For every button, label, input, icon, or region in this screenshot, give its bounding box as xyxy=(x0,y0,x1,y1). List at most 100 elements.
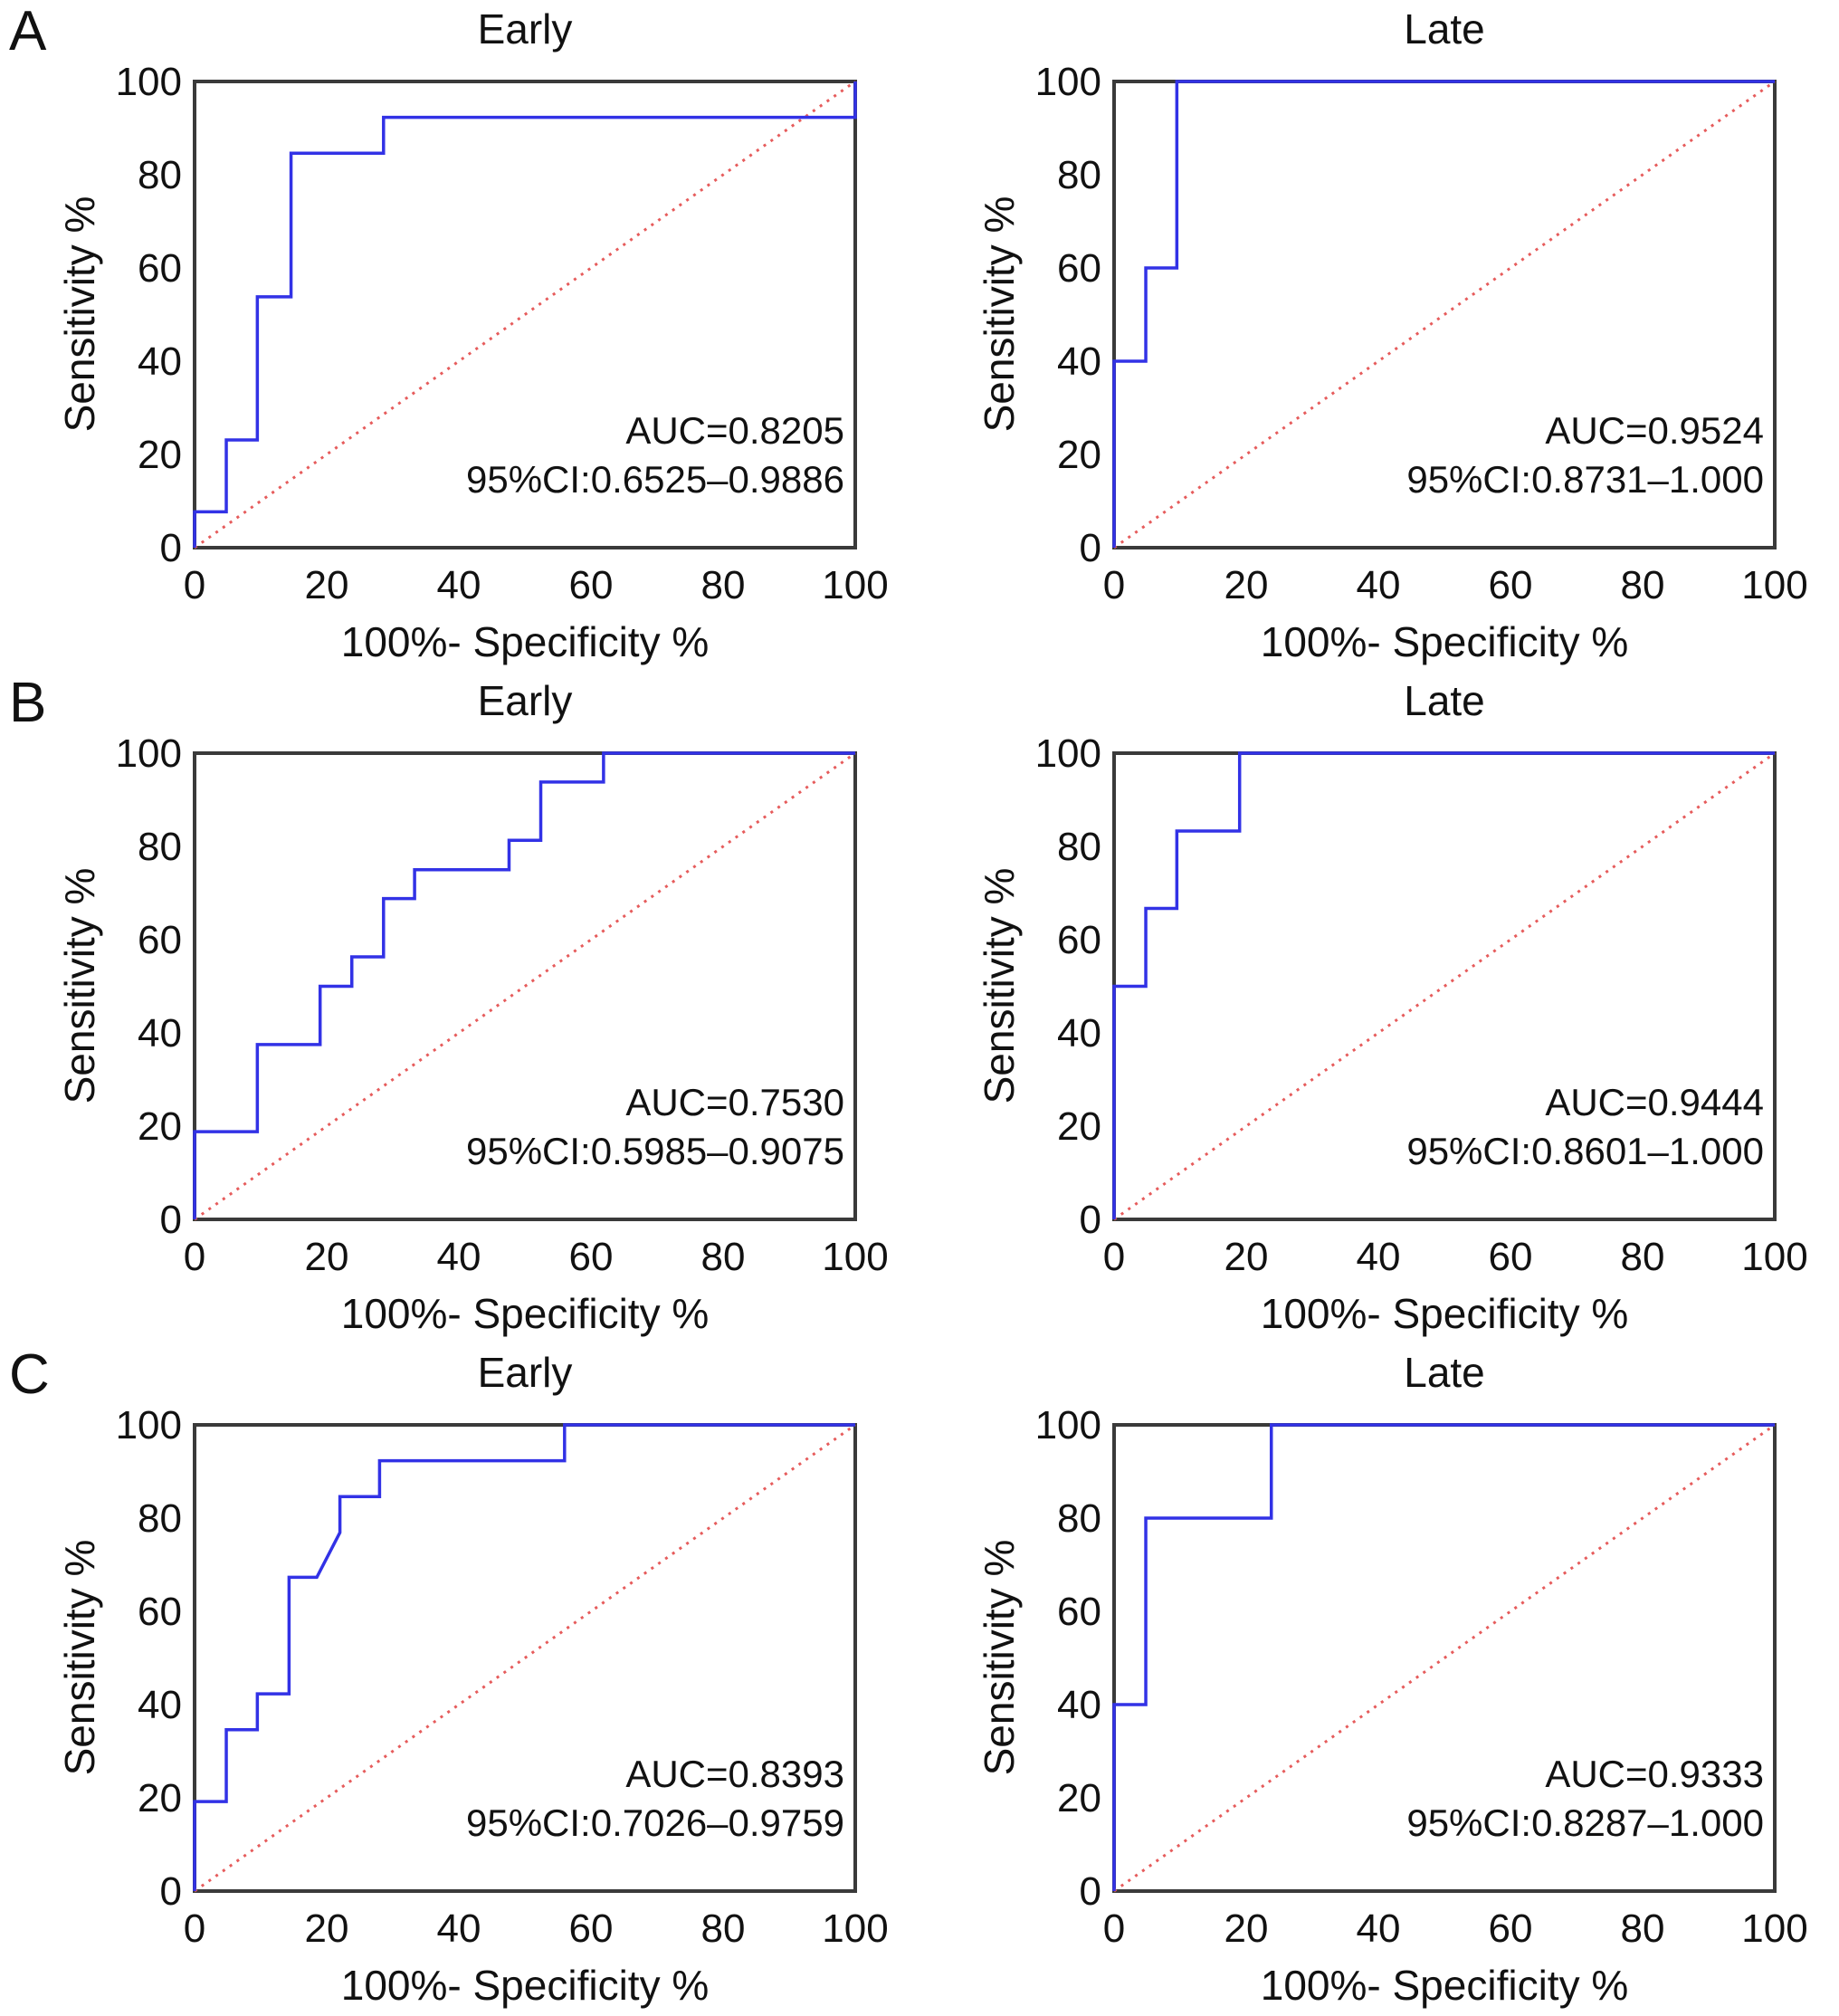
plot-title: Late xyxy=(1404,677,1485,724)
y-tick-label: 100 xyxy=(1035,731,1101,776)
y-tick-label: 80 xyxy=(1057,825,1101,869)
x-tick-label: 100 xyxy=(822,1906,888,1951)
plot-title: Early xyxy=(477,1349,573,1396)
x-tick-label: 20 xyxy=(1224,1906,1269,1951)
x-tick-label: 0 xyxy=(1103,1906,1125,1951)
y-tick-label: 40 xyxy=(138,339,182,384)
x-tick-label: 0 xyxy=(1103,563,1125,607)
y-tick-label: 40 xyxy=(1057,1683,1101,1727)
roc-curve-line xyxy=(1112,80,1775,548)
x-tick-label: 0 xyxy=(184,1906,205,1951)
x-axis-label: 100%- Specificity % xyxy=(1260,1962,1629,2009)
roc-curve-line xyxy=(193,751,855,1219)
roc-plot: 0 20 40 60 80 100 0 20 40 60 80 100 xyxy=(1035,1403,1808,1951)
plot-title: Early xyxy=(477,677,573,724)
auc-value: AUC=0.8393 xyxy=(625,1753,844,1795)
plot-title: Late xyxy=(1404,5,1485,53)
panel-letter-a: A xyxy=(9,0,47,62)
x-tick-label: 80 xyxy=(701,1906,746,1951)
reference-diagonal-line xyxy=(1113,80,1776,549)
x-tick-label: 20 xyxy=(305,1906,349,1951)
y-tick-label: 40 xyxy=(1057,339,1101,384)
x-tick-label: 40 xyxy=(1357,1235,1401,1279)
y-tick-label: 80 xyxy=(1057,1496,1101,1541)
auc-confidence-interval: 95%CI:0.8287–1.000 xyxy=(1406,1801,1764,1844)
y-tick-label: 100 xyxy=(116,1403,182,1448)
auc-value: AUC=0.7530 xyxy=(625,1081,844,1123)
reference-diagonal-line xyxy=(1113,751,1776,1221)
x-tick-label: 100 xyxy=(1741,1235,1807,1279)
y-tick-label: 40 xyxy=(138,1683,182,1727)
reference-diagonal-line xyxy=(194,80,856,549)
auc-confidence-interval: 95%CI:0.6525–0.9886 xyxy=(465,458,844,501)
auc-confidence-interval: 95%CI:0.5985–0.9075 xyxy=(465,1130,844,1172)
reference-diagonal-line xyxy=(194,751,856,1221)
y-tick-label: 20 xyxy=(1057,1104,1101,1149)
x-tick-label: 20 xyxy=(1224,1235,1269,1279)
panel-letter-c: C xyxy=(9,1343,50,1406)
x-tick-label: 0 xyxy=(184,563,205,607)
panel-c-early: C Early Sensitivity % 0 20 40 60 80 100 0 20 40 6… xyxy=(0,1343,920,2016)
panel-b-early: B Early Sensitivity % 0 20 40 60 80 100 0 20 40 6… xyxy=(0,672,920,1343)
y-tick-label: 60 xyxy=(1057,918,1101,962)
roc-plot: 0 20 40 60 80 100 0 20 40 60 80 100 xyxy=(116,1403,889,1951)
y-tick-label: 60 xyxy=(138,246,182,291)
x-tick-label: 40 xyxy=(1357,1906,1401,1951)
y-tick-label: 20 xyxy=(1057,433,1101,477)
auc-confidence-interval: 95%CI:0.8731–1.000 xyxy=(1406,458,1764,501)
x-tick-label: 100 xyxy=(822,1235,888,1279)
plot-frame xyxy=(193,751,857,1221)
y-tick-label: 0 xyxy=(1080,1198,1101,1242)
x-tick-label: 80 xyxy=(1621,563,1665,607)
plot-frame xyxy=(193,1423,857,1893)
x-tick-label: 0 xyxy=(184,1235,205,1279)
x-tick-label: 20 xyxy=(1224,563,1269,607)
reference-diagonal-line xyxy=(194,1423,856,1893)
y-tick-label: 80 xyxy=(138,153,182,197)
y-tick-label: 80 xyxy=(138,825,182,869)
x-tick-label: 80 xyxy=(1621,1235,1665,1279)
y-tick-label: 0 xyxy=(1080,1869,1101,1914)
x-tick-label: 40 xyxy=(437,563,481,607)
roc-plot: 0 20 40 60 80 100 0 20 40 60 80 100 xyxy=(1035,60,1808,607)
y-tick-label: 80 xyxy=(138,1496,182,1541)
y-tick-label: 0 xyxy=(1080,526,1101,570)
x-tick-label: 80 xyxy=(701,563,746,607)
x-tick-label: 60 xyxy=(1489,563,1533,607)
x-tick-label: 100 xyxy=(822,563,888,607)
auc-value: AUC=0.9333 xyxy=(1545,1753,1764,1795)
y-tick-label: 100 xyxy=(116,60,182,104)
auc-confidence-interval: 95%CI:0.7026–0.9759 xyxy=(465,1801,844,1844)
auc-confidence-interval: 95%CI:0.8601–1.000 xyxy=(1406,1130,1764,1172)
x-tick-label: 80 xyxy=(701,1235,746,1279)
x-tick-label: 40 xyxy=(437,1235,481,1279)
x-tick-label: 80 xyxy=(1621,1906,1665,1951)
y-tick-label: 60 xyxy=(138,1590,182,1634)
x-tick-label: 20 xyxy=(305,1235,349,1279)
panel-b-late: Late Sensitivity % 0 20 40 60 80 100 0 20 40 60 80… xyxy=(920,672,1839,1343)
x-tick-label: 100 xyxy=(1741,1906,1807,1951)
y-tick-label: 60 xyxy=(1057,246,1101,291)
y-tick-label: 20 xyxy=(138,1776,182,1820)
x-tick-label: 100 xyxy=(1741,563,1807,607)
roc-curve-line xyxy=(193,81,857,548)
y-tick-label: 100 xyxy=(1035,60,1101,104)
panel-a-late: Late Sensitivity % 0 20 40 60 80 100 0 20 40 60 80… xyxy=(920,0,1839,672)
y-tick-label: 100 xyxy=(116,731,182,776)
roc-plot: 0 20 40 60 80 100 0 20 40 60 80 100 xyxy=(116,60,889,607)
y-tick-label: 40 xyxy=(1057,1011,1101,1056)
y-tick-label: 20 xyxy=(1057,1776,1101,1820)
y-tick-label: 60 xyxy=(138,918,182,962)
x-axis-label: 100%- Specificity % xyxy=(340,1962,710,2009)
x-tick-label: 60 xyxy=(569,1906,614,1951)
x-tick-label: 40 xyxy=(437,1906,481,1951)
roc-curve-line xyxy=(1112,751,1775,1219)
panel-letter-b: B xyxy=(9,672,47,734)
roc-plot: 0 20 40 60 80 100 0 20 40 60 80 100 xyxy=(1035,731,1808,1279)
y-tick-label: 0 xyxy=(160,1869,182,1914)
plot-title: Late xyxy=(1404,1349,1485,1396)
auc-value: AUC=0.8205 xyxy=(625,409,844,452)
x-tick-label: 0 xyxy=(1103,1235,1125,1279)
x-tick-label: 60 xyxy=(569,563,614,607)
